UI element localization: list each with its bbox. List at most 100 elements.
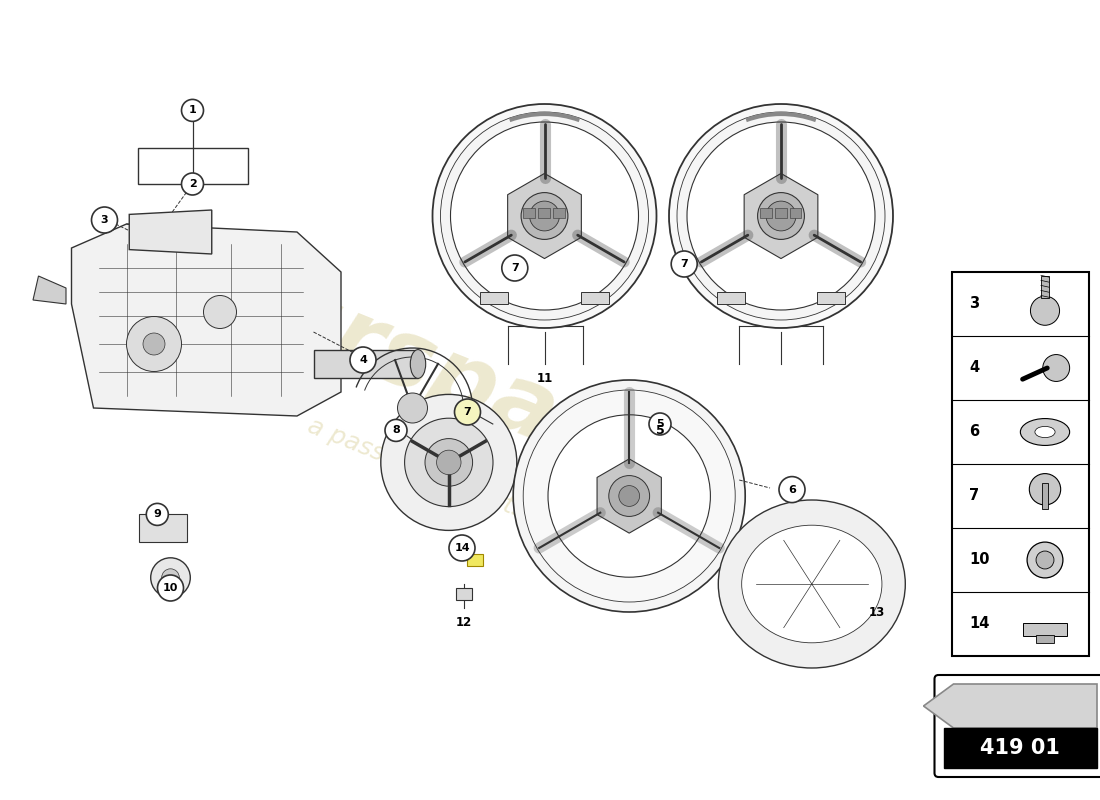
Bar [1023, 623, 1067, 636]
Circle shape [397, 393, 428, 423]
Text: 10: 10 [969, 553, 990, 567]
Bar [314, 350, 418, 378]
Text: 2: 2 [188, 179, 197, 189]
Bar [480, 292, 508, 304]
Text: 3: 3 [969, 297, 980, 311]
Circle shape [521, 193, 568, 239]
Circle shape [405, 418, 493, 506]
Bar [553, 208, 565, 218]
Polygon shape [507, 174, 582, 258]
Circle shape [529, 201, 560, 231]
Circle shape [143, 333, 165, 355]
Circle shape [182, 173, 204, 195]
Text: 7: 7 [510, 263, 519, 273]
Circle shape [758, 193, 804, 239]
Circle shape [1027, 542, 1063, 578]
Bar [944, 728, 1097, 768]
Polygon shape [924, 684, 1097, 728]
Circle shape [182, 99, 204, 122]
Circle shape [126, 317, 182, 371]
Bar [952, 272, 1089, 656]
Circle shape [151, 558, 190, 598]
Circle shape [1043, 354, 1069, 382]
Ellipse shape [410, 350, 426, 378]
Bar [538, 208, 550, 218]
Polygon shape [33, 276, 66, 304]
Circle shape [454, 399, 481, 425]
Polygon shape [744, 174, 818, 258]
Bar [468, 554, 483, 566]
Text: a passion for parts since 1985: a passion for parts since 1985 [305, 414, 663, 578]
Bar [716, 292, 745, 304]
Circle shape [385, 419, 407, 442]
Text: 6: 6 [969, 425, 980, 439]
Circle shape [649, 413, 671, 435]
Ellipse shape [718, 500, 905, 668]
Text: 11: 11 [537, 372, 552, 385]
Ellipse shape [1021, 418, 1069, 446]
Circle shape [669, 104, 893, 328]
Circle shape [204, 295, 236, 329]
Text: 14: 14 [969, 617, 990, 631]
Text: 1: 1 [188, 106, 197, 115]
Circle shape [437, 450, 461, 474]
Bar [524, 208, 535, 218]
Text: 4: 4 [359, 355, 367, 365]
Circle shape [1036, 551, 1054, 569]
Bar [760, 208, 771, 218]
Polygon shape [597, 459, 661, 533]
Bar [1036, 635, 1054, 643]
Bar [139, 514, 187, 542]
Bar [138, 148, 248, 184]
Circle shape [162, 569, 179, 586]
Text: 7: 7 [680, 259, 689, 269]
Circle shape [381, 394, 517, 530]
Circle shape [779, 477, 805, 502]
Circle shape [688, 122, 874, 310]
Circle shape [524, 390, 735, 602]
Circle shape [449, 535, 475, 561]
Text: 9: 9 [153, 510, 162, 519]
Circle shape [91, 207, 118, 233]
Text: 5: 5 [657, 419, 663, 429]
Bar [1041, 276, 1049, 298]
Bar [790, 208, 802, 218]
Circle shape [432, 104, 657, 328]
Polygon shape [130, 210, 211, 254]
Circle shape [619, 486, 639, 506]
Text: 6: 6 [788, 485, 796, 494]
Circle shape [146, 503, 168, 526]
Text: eurspares: eurspares [198, 242, 726, 526]
Text: 3: 3 [101, 215, 108, 225]
Circle shape [548, 414, 711, 578]
Ellipse shape [741, 525, 882, 643]
Text: 7: 7 [463, 407, 472, 417]
Circle shape [451, 122, 638, 310]
Circle shape [350, 347, 376, 373]
Text: 12: 12 [456, 616, 472, 629]
Text: 5: 5 [656, 424, 664, 437]
Text: 10: 10 [163, 583, 178, 593]
Circle shape [157, 575, 184, 601]
Circle shape [671, 251, 697, 277]
Circle shape [1031, 296, 1059, 326]
Text: 14: 14 [454, 543, 470, 553]
Text: 7: 7 [969, 489, 980, 503]
Bar [581, 292, 609, 304]
Circle shape [608, 475, 650, 517]
Circle shape [440, 112, 649, 320]
Circle shape [1030, 474, 1060, 505]
Bar [456, 587, 472, 600]
Bar [774, 208, 786, 218]
Text: 8: 8 [392, 426, 400, 435]
Circle shape [502, 255, 528, 281]
Ellipse shape [1035, 426, 1055, 438]
Text: 13: 13 [869, 606, 886, 619]
Circle shape [676, 112, 886, 320]
Circle shape [425, 438, 473, 486]
Bar [817, 292, 846, 304]
Bar [1042, 482, 1048, 510]
Circle shape [766, 201, 796, 231]
Text: 4: 4 [969, 361, 980, 375]
Text: 419 01: 419 01 [980, 738, 1060, 758]
